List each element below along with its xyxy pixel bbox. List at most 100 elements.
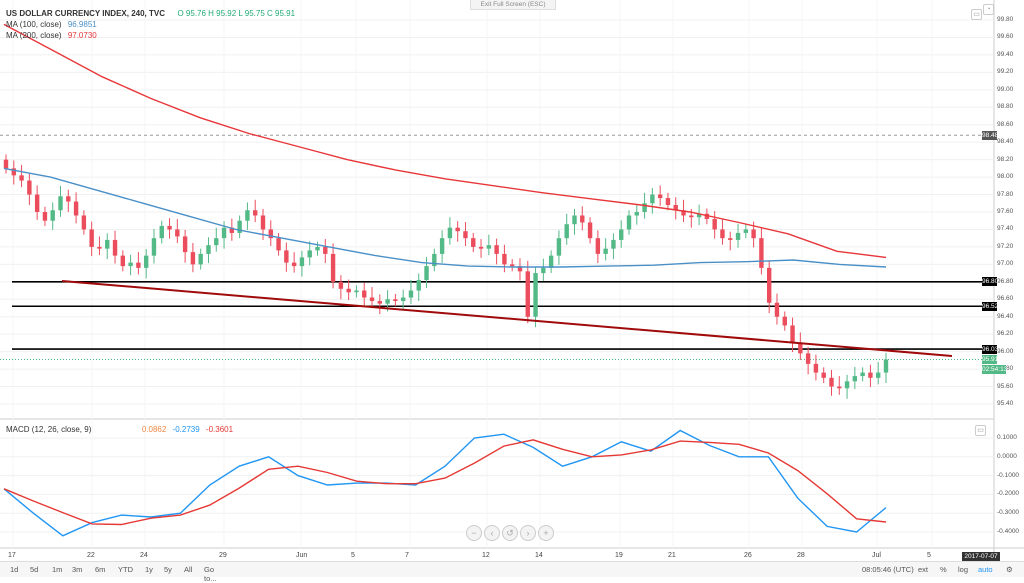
candle-body (58, 196, 63, 211)
candle-body (245, 210, 250, 221)
ma100-line (3, 167, 887, 268)
ohlc-values: O 95.76 H 95.92 L 95.75 C 95.91 (177, 9, 296, 18)
ma100-legend: MA (100, close) 96.9851 (6, 20, 97, 29)
candle-body (673, 205, 678, 211)
macd-tick-label: 0.0000 (997, 452, 1017, 460)
timeframe-button[interactable]: 5d (30, 565, 39, 574)
candle-body (299, 257, 305, 267)
scroll-left-icon[interactable]: ‹ (484, 525, 500, 541)
candle-body (774, 302, 780, 317)
candle-body (284, 250, 289, 263)
candle-body (416, 280, 421, 291)
time-tick-label: Jul (872, 552, 881, 559)
time-tick-label: 7 (405, 552, 409, 559)
candle-body (626, 215, 632, 230)
candle-body (151, 238, 157, 256)
candle-body (603, 248, 608, 254)
candle-body (81, 215, 87, 230)
candle-body (260, 215, 266, 230)
macd-tick-label: -0.3000 (997, 509, 1020, 517)
bottom-toolbar: 1d 5d 1m 3m 6m YTD 1y 5y All Go to... 08:05:46 (U… (0, 561, 1024, 583)
candle-body (852, 376, 858, 382)
candle-body (743, 229, 749, 233)
macd-tick-label: -0.2000 (997, 490, 1020, 498)
current-date-tag: 2017-07-07 (962, 552, 1000, 561)
exit-fullscreen-button[interactable]: Exit Full Screen (ESC) (470, 0, 556, 10)
candle-body (338, 281, 344, 289)
candle-body (408, 290, 414, 298)
ext-toggle[interactable]: ext (918, 565, 929, 574)
candle-body (455, 227, 460, 232)
chart-settings-icon[interactable]: ▭ (971, 9, 982, 20)
price-tick-label: 97.20 (997, 242, 1014, 250)
price-tick-label: 99.80 (997, 16, 1014, 23)
price-tag: 96.52 (982, 301, 999, 311)
log-toggle[interactable]: log (958, 565, 969, 574)
timeframe-button[interactable]: 1m (52, 565, 63, 574)
candle-body (829, 377, 834, 387)
candle-body (128, 262, 133, 267)
price-tick-label: 97.80 (997, 190, 1014, 198)
candle-body (198, 253, 203, 265)
timeframe-button[interactable]: 1y (145, 565, 153, 574)
price-tick-label: 98.00 (997, 173, 1014, 181)
time-tick-label: 12 (482, 552, 490, 559)
candle-body (619, 229, 624, 240)
candle-body (393, 299, 398, 302)
reset-chart-icon[interactable]: ↺ (502, 525, 518, 541)
candle-body (502, 253, 507, 265)
macd-legend: MACD (12, 26, close, 9) 0.0862 -0.2739 -… (6, 425, 233, 434)
zoom-in-icon[interactable]: + (538, 525, 554, 541)
candle-body (73, 201, 79, 216)
candle-body (587, 222, 593, 239)
auto-toggle[interactable]: auto (978, 565, 993, 574)
candle-body (564, 224, 569, 239)
macd-label: MACD (12, 26, close, 9) (6, 425, 92, 434)
candle-body (214, 238, 219, 246)
macd-settings-icon[interactable]: ▭ (975, 425, 986, 436)
candle-body (354, 290, 359, 293)
timeframe-button[interactable]: YTD (118, 565, 133, 574)
ma200-label: MA (200, close) (6, 31, 62, 40)
candle-body (525, 271, 530, 317)
candle-body (136, 262, 141, 268)
candle-body (494, 245, 499, 254)
timeframe-button[interactable]: All (184, 565, 193, 574)
macd-line (3, 429, 887, 537)
scroll-right-icon[interactable]: › (520, 525, 536, 541)
candle-body (159, 225, 164, 239)
candle-body (509, 264, 515, 267)
timeframe-button[interactable]: 5y (164, 565, 172, 574)
price-tick-label: 97.60 (997, 208, 1014, 215)
candle-body (447, 227, 453, 239)
zoom-out-icon[interactable]: − (466, 525, 482, 541)
time-tick-label: 28 (797, 552, 805, 559)
candle-body (330, 253, 336, 282)
candle-body (307, 250, 312, 258)
price-tick-label: 96.60 (997, 295, 1014, 303)
timeframe-button[interactable]: 1d (10, 565, 19, 574)
candle-body (471, 238, 476, 247)
timeframe-button[interactable]: 3m (72, 565, 83, 574)
candle-body (11, 168, 16, 176)
candle-body (751, 229, 756, 239)
candle-body (424, 266, 429, 281)
candle-body (42, 212, 48, 221)
percent-toggle[interactable]: % (940, 565, 947, 574)
candle-body (556, 238, 562, 256)
alert-clock-icon[interactable]: ◔ (983, 4, 994, 15)
settings-gear-icon[interactable]: ⚙ (1006, 565, 1013, 574)
price-tick-label: 99.40 (997, 50, 1014, 58)
timeframe-button[interactable]: 6m (95, 565, 106, 574)
candle-body (182, 236, 188, 253)
candle-body (805, 353, 811, 364)
candle-body (844, 381, 850, 389)
macd-tick-label: -0.1000 (997, 471, 1020, 479)
candle-body (323, 246, 328, 254)
candle-body (541, 267, 546, 274)
timeframe-button[interactable]: Go to... (204, 565, 217, 583)
candle-body (657, 194, 663, 199)
symbol-title: US DOLLAR CURRENCY INDEX, 240, TVC (6, 9, 165, 18)
candle-body (346, 288, 351, 293)
